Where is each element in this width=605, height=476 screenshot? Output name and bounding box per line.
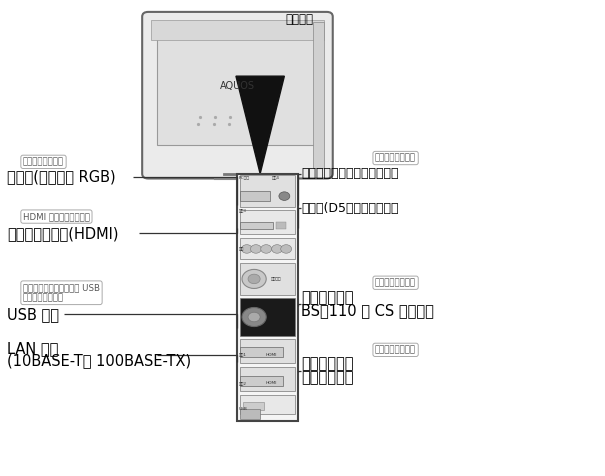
- Text: USB: USB: [238, 407, 247, 411]
- FancyBboxPatch shape: [240, 298, 295, 336]
- Text: LAN 端子: LAN 端子: [7, 341, 59, 356]
- FancyBboxPatch shape: [142, 12, 333, 178]
- Circle shape: [241, 245, 252, 253]
- FancyBboxPatch shape: [276, 222, 286, 229]
- Circle shape: [279, 192, 290, 200]
- Circle shape: [242, 307, 266, 327]
- FancyBboxPatch shape: [313, 22, 324, 168]
- Text: 入力１・入力２(HDMI): 入力１・入力２(HDMI): [7, 226, 119, 241]
- Text: 入力４(アナログ RGB): 入力４(アナログ RGB): [7, 169, 116, 185]
- Circle shape: [242, 269, 266, 288]
- Text: パソコンをつなぐ: パソコンをつなぐ: [375, 154, 416, 162]
- Text: 入力３(D5・映像・音声）: 入力３(D5・映像・音声）: [301, 202, 399, 215]
- FancyBboxPatch shape: [240, 238, 295, 259]
- Text: アンテナをつなぐ: アンテナをつなぐ: [375, 346, 416, 354]
- FancyBboxPatch shape: [240, 263, 295, 295]
- Text: AQUOS: AQUOS: [220, 80, 255, 91]
- FancyBboxPatch shape: [151, 20, 324, 40]
- Text: PC入力: PC入力: [238, 175, 249, 179]
- Circle shape: [250, 245, 261, 253]
- FancyBboxPatch shape: [240, 191, 270, 201]
- FancyBboxPatch shape: [240, 376, 283, 386]
- Text: パソコンをつなぐ: パソコンをつなぐ: [23, 158, 64, 166]
- FancyBboxPatch shape: [157, 36, 318, 145]
- Text: HDMI: HDMI: [266, 353, 277, 357]
- Text: 外付けハードディスクや USB
メモリーをつなぐ: 外付けハードディスクや USB メモリーをつなぐ: [23, 283, 100, 302]
- Text: アンテナをつなぐ: アンテナをつなぐ: [375, 278, 416, 287]
- Text: HDMI 対応機器をつなぐ: HDMI 対応機器をつなぐ: [23, 212, 90, 221]
- Text: 入力1: 入力1: [238, 353, 246, 357]
- FancyBboxPatch shape: [240, 395, 295, 414]
- Text: アンテナ入力: アンテナ入力: [301, 290, 354, 305]
- Circle shape: [272, 245, 283, 253]
- Text: 入力4: 入力4: [272, 175, 280, 179]
- Circle shape: [261, 245, 272, 253]
- FancyBboxPatch shape: [240, 175, 295, 207]
- FancyBboxPatch shape: [240, 222, 273, 229]
- FancyBboxPatch shape: [243, 402, 264, 410]
- Circle shape: [281, 245, 292, 253]
- Text: HDMI: HDMI: [266, 381, 277, 385]
- Circle shape: [248, 274, 260, 284]
- Text: USB 端子: USB 端子: [7, 307, 59, 322]
- Text: 地上デジタル: 地上デジタル: [301, 370, 354, 385]
- FancyBboxPatch shape: [240, 210, 295, 234]
- Circle shape: [248, 312, 260, 322]
- FancyBboxPatch shape: [237, 174, 298, 421]
- Text: 入力2: 入力2: [238, 381, 246, 385]
- Polygon shape: [236, 76, 284, 174]
- Text: BS・110 度 CS デジタル: BS・110 度 CS デジタル: [301, 303, 434, 318]
- Text: 入力４／入力２音声入力端子: 入力４／入力２音声入力端子: [301, 167, 399, 180]
- FancyBboxPatch shape: [240, 339, 295, 363]
- Text: 本体背面: 本体背面: [286, 13, 313, 26]
- Text: (10BASE-T／ 100BASE-TX): (10BASE-T／ 100BASE-TX): [7, 353, 191, 368]
- FancyBboxPatch shape: [240, 347, 283, 357]
- Text: 音声: 音声: [238, 248, 244, 251]
- Text: アンテナ: アンテナ: [270, 277, 281, 281]
- FancyBboxPatch shape: [240, 409, 260, 419]
- FancyBboxPatch shape: [240, 367, 295, 391]
- Text: 入力3: 入力3: [238, 208, 246, 212]
- Text: アンテナ入力: アンテナ入力: [301, 357, 354, 372]
